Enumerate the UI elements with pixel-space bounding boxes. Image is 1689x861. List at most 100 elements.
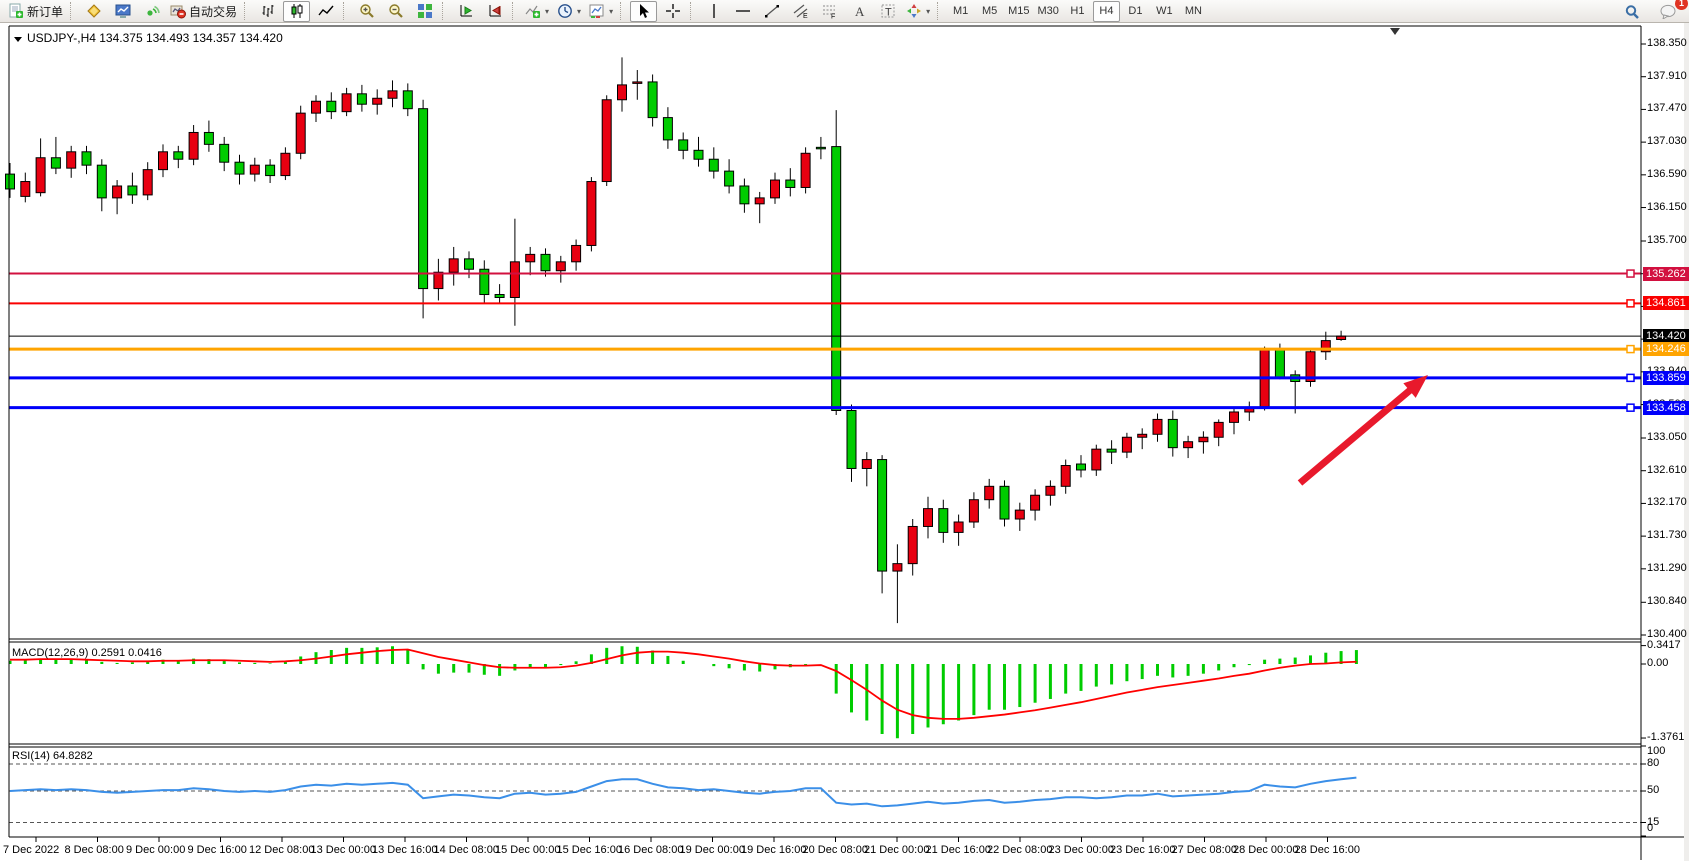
candle-body	[923, 508, 933, 527]
bar-chart-button[interactable]	[254, 1, 281, 22]
macd-signal-line	[10, 648, 1357, 720]
candle-body	[35, 157, 46, 194]
crosshair-button[interactable]	[659, 1, 686, 22]
timeframe-w1-button[interactable]: W1	[1151, 1, 1178, 22]
candle-body	[265, 164, 276, 177]
textA-icon: A	[851, 3, 867, 19]
candles-icon	[289, 3, 305, 19]
candle-body	[968, 499, 979, 523]
arrows-button[interactable]: ▾	[903, 1, 933, 22]
timeframe-m15-button[interactable]: M15	[1005, 1, 1032, 22]
time-axis-label: 22 Dec 08:00	[987, 844, 1053, 856]
price-chart-canvas[interactable]	[0, 23, 1689, 861]
resistance-line-135262-handle[interactable]	[1626, 269, 1635, 278]
timeframe-m30-button[interactable]: M30	[1035, 1, 1062, 22]
market-watch-button[interactable]	[109, 1, 136, 22]
trend-arrow-head	[1403, 375, 1428, 398]
chevron-down-icon[interactable]: ▾	[609, 6, 614, 16]
candle-body	[1106, 448, 1117, 453]
main-toolbar: 新订单 自动交易 ▾ ▾ ▾ E F A T ▾ M1 M5 M15 M30 H1 H4 D1 W1 MN	[0, 0, 1689, 23]
timeframe-label: D1	[1128, 5, 1143, 17]
zoom-in-button[interactable]	[353, 1, 380, 22]
candle-body	[617, 84, 627, 101]
candle-body	[494, 294, 505, 298]
chart-shift-button[interactable]	[481, 1, 508, 22]
trend-arrow-annotation[interactable]	[1297, 381, 1420, 486]
indicators-icon	[525, 3, 541, 19]
price-tick-label: 135.700	[1647, 234, 1687, 246]
resistance-line-135262-price-label: 135.262	[1643, 266, 1689, 281]
pivot-line-134246-price-label: 134.246	[1643, 342, 1689, 357]
candle-body	[418, 108, 429, 290]
resistance-line-134861-handle[interactable]	[1626, 299, 1635, 308]
auto-scroll-button[interactable]	[452, 1, 479, 22]
rsi-axis-label: 15	[1647, 815, 1660, 828]
cursor-button[interactable]	[630, 0, 658, 22]
periods-button[interactable]: ▾	[554, 1, 584, 22]
timeframe-m5-button[interactable]: M5	[976, 1, 1003, 22]
horizontal-line-button[interactable]	[729, 1, 756, 22]
time-axis-label: 13 Dec 16:00	[372, 844, 438, 856]
template-icon	[589, 3, 605, 19]
channel-button[interactable]: E	[787, 1, 814, 22]
chat-button[interactable]: 1	[1655, 0, 1688, 22]
tiles-icon	[417, 3, 433, 19]
fibonacci-button[interactable]: F	[816, 1, 843, 22]
timeframe-d1-button[interactable]: D1	[1122, 1, 1149, 22]
time-axis-label: 9 Dec 16:00	[187, 844, 247, 856]
support-line-133458-handle[interactable]	[1626, 403, 1635, 412]
candle-body	[5, 173, 15, 190]
candle-body	[1045, 485, 1056, 496]
candle-body	[1305, 351, 1316, 383]
autotrading-button-label: 自动交易	[189, 4, 238, 19]
time-axis-label: 15 Dec 16:00	[556, 844, 622, 856]
candle-body	[1014, 509, 1025, 520]
monitor-icon	[115, 3, 131, 19]
search-button[interactable]	[1618, 1, 1645, 22]
time-axis-label: 23 Dec 00:00	[1048, 844, 1114, 856]
textT-icon: T	[880, 3, 896, 19]
tile-windows-button[interactable]	[411, 1, 438, 22]
chevron-down-icon[interactable]: ▾	[926, 6, 931, 16]
indicators-button[interactable]: ▾	[522, 1, 552, 22]
text-button[interactable]: A	[845, 1, 872, 22]
cursor-icon	[636, 3, 652, 19]
zoom-out-button[interactable]	[382, 1, 409, 22]
templates-button[interactable]: ▾	[586, 1, 616, 22]
line-chart-button[interactable]	[312, 1, 339, 22]
new-order-button[interactable]: 新订单	[5, 1, 66, 22]
candle-body	[433, 271, 444, 290]
candle-body	[1320, 340, 1331, 353]
chevron-down-icon[interactable]: ▾	[545, 6, 550, 16]
timeframe-h4-button[interactable]: H4	[1092, 0, 1120, 22]
pivot-line-134246-handle[interactable]	[1626, 344, 1635, 354]
support-line-133859-handle[interactable]	[1626, 373, 1635, 383]
candlestick-chart-button[interactable]	[283, 0, 311, 22]
macd-indicator-label: MACD(12,26,9) 0.2591 0.0416	[12, 647, 162, 659]
linechart-icon	[317, 3, 334, 19]
price-tick-label: 131.730	[1647, 529, 1687, 542]
candle-body	[127, 185, 138, 196]
chart-window[interactable]: USDJPY-,H4 134.375 134.493 134.357 134.4…	[0, 23, 1689, 861]
vertical-line-button[interactable]	[700, 1, 727, 22]
time-axis-label: 8 Dec 08:00	[64, 844, 124, 856]
candle-body	[326, 100, 337, 113]
gold-button[interactable]	[80, 1, 107, 22]
symbol-dropdown-icon[interactable]	[14, 37, 22, 42]
candle-body	[678, 139, 689, 151]
candle-body	[1183, 441, 1194, 449]
timeframe-mn-button[interactable]: MN	[1180, 1, 1207, 22]
candle-body	[158, 151, 168, 171]
chart-shift-marker-icon[interactable]	[1390, 28, 1400, 35]
text-label-button[interactable]: T	[874, 1, 901, 22]
autotrading-button[interactable]: 自动交易	[167, 1, 240, 22]
trendline-button[interactable]	[758, 1, 785, 22]
chevron-down-icon[interactable]: ▾	[577, 6, 582, 16]
signals-button[interactable]	[138, 1, 165, 22]
timeframe-h1-button[interactable]: H1	[1064, 1, 1091, 22]
candle-body	[708, 158, 719, 172]
timeframe-m1-button[interactable]: M1	[947, 1, 974, 22]
bars-icon	[260, 3, 276, 19]
timeframe-label: M30	[1037, 5, 1059, 17]
toolbar-right-group: 1	[1617, 0, 1688, 22]
